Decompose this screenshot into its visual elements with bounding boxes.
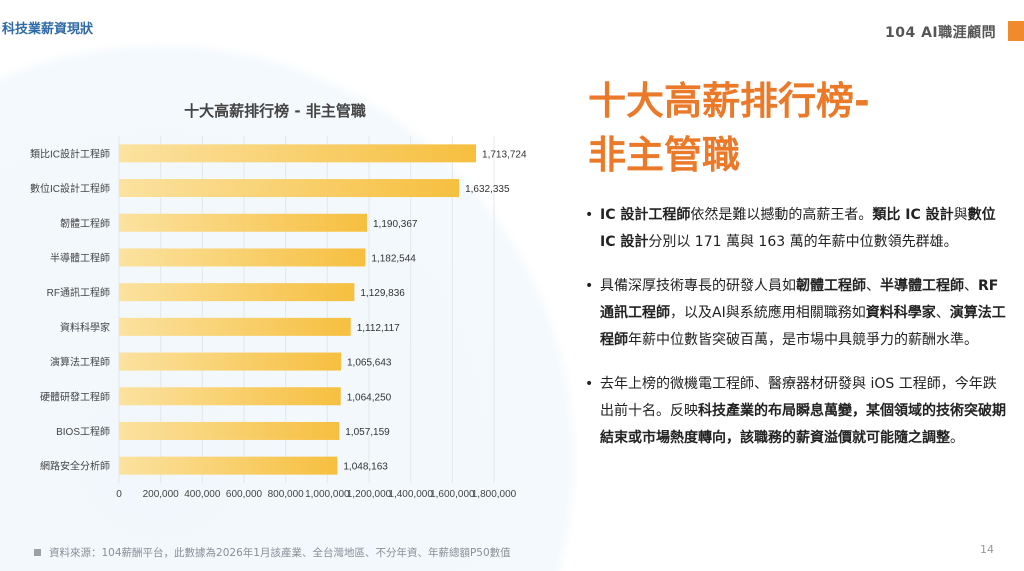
text: 具備深厚技術專長的研發人員如 [600,278,796,294]
bullet-item: 去年上榜的微機電工程師、醫療器材研發與 iOS 工程師，今年跌出前十名。反映科技… [583,371,1008,452]
x-tick-label: 1,200,000 [347,489,392,500]
text: 、 [964,278,978,294]
data-label: 1,632,335 [465,184,510,195]
data-label: 1,182,544 [371,253,416,264]
bold-text: 韌體工程師 [796,278,866,294]
text: 年薪中位數皆突破百萬，是市場中具競爭力的薪酬水準。 [628,332,978,348]
category-label: 資料科學家 [60,321,110,334]
background-shape [0,40,600,571]
bold-text: 演算法工程師 [600,305,1006,348]
bar [119,179,460,198]
text: 分別以 171 萬與 163 萬的年薪中位數領先群雄。 [648,234,958,250]
text: 去年上榜的微機電工程師、醫療器材研發與 iOS 工程師，今年跌出前十名。反映 [600,376,997,419]
category-label: 演算法工程師 [50,356,110,369]
data-label: 1,048,163 [343,462,388,473]
category-label: 網路安全分析師 [40,460,110,473]
text: 。 [950,430,964,446]
bullet-list: IC 設計工程師依然是難以撼動的高薪王者。類比 IC 設計與數位 IC 設計分別… [583,202,1008,469]
data-label: 1,713,724 [482,149,527,160]
data-label: 1,112,117 [357,323,400,334]
text: 、 [935,305,950,321]
page-heading: 十大高薪排行榜- 非主管職 [588,74,870,182]
bar [119,352,342,371]
page-heading-line1: 十大高薪排行榜- [588,79,870,123]
source-text: 資料來源：104薪酬平台，此數據為2026年1月該產業、全台灣地區、不分年資、年… [49,547,511,559]
source-note: 資料來源：104薪酬平台，此數據為2026年1月該產業、全台灣地區、不分年資、年… [34,545,511,560]
bold-text: 資料科學家 [865,305,936,321]
bar [119,421,340,440]
page-number: 14 [980,543,994,556]
bullet-item: IC 設計工程師依然是難以撼動的高薪王者。類比 IC 設計與數位 IC 設計分別… [583,202,1008,256]
brand-logo: 104 AI職涯顧問 [885,25,997,41]
page-heading-line2: 非主管職 [588,133,741,177]
chart-title: 十大高薪排行榜 - 非主管職 [184,102,366,120]
category-label: 類比IC設計工程師 [30,147,110,160]
category-label: RF通訊工程師 [47,286,110,299]
bar [119,144,477,163]
data-label: 1,190,367 [373,219,418,230]
x-tick-label: 200,000 [143,489,180,500]
bold-text: 半導體工程師 [880,278,964,294]
section-title: 科技業薪資現狀 [2,22,94,37]
bold-text: 類比 IC 設計 [872,207,954,223]
data-label: 1,064,250 [347,392,392,403]
category-label: 半導體工程師 [50,251,110,264]
bar [119,456,338,475]
bar [119,317,351,336]
bold-text: 數位 IC 設計 [600,207,996,250]
x-tick-label: 800,000 [268,489,305,500]
text: ，以及AI與系統應用相關職務如 [670,305,866,321]
x-tick-label: 400,000 [184,489,221,500]
bar [119,248,366,267]
x-tick-label: 1,000,000 [305,489,350,500]
bar-chart: 0 200,000 400,000 600,000 800,000 1,000,0001,… [30,136,527,500]
x-tick-label: 1,800,000 [472,489,517,500]
data-label: 1,065,643 [347,358,392,369]
bullet-item: 具備深厚技術專長的研發人員如韌體工程師、半導體工程師、RF通訊工程師，以及AI與… [583,273,1008,354]
data-label: 1,129,836 [360,288,405,299]
category-label: 數位IC設計工程師 [30,182,110,195]
bold-text: IC 設計工程師 [600,207,691,223]
category-label: 硬體研發工程師 [40,390,110,403]
x-tick-label: 1,600,000 [430,489,475,500]
data-label: 1,057,159 [345,427,390,438]
text: 依然是難以撼動的高薪王者。 [690,207,873,223]
x-tick-label: 0 [116,489,122,500]
bold-text: 科技產業的布局瞬息萬變，某個領域的技術突破期結束或市場熱度轉向，該職務的薪資溢價… [600,403,1006,446]
accent-block [1008,21,1024,41]
bar [119,283,355,302]
x-tick-label: 1,400,000 [388,489,433,500]
category-label: BIOS工程師 [56,425,110,438]
x-tick-label: 600,000 [226,489,263,500]
text: 與 [953,207,968,223]
bar [119,213,367,232]
bold-text: RF通訊工程師 [600,278,999,321]
category-label: 韌體工程師 [60,217,110,230]
bar [119,387,341,406]
text: 、 [866,278,880,294]
square-bullet-icon [34,549,41,556]
